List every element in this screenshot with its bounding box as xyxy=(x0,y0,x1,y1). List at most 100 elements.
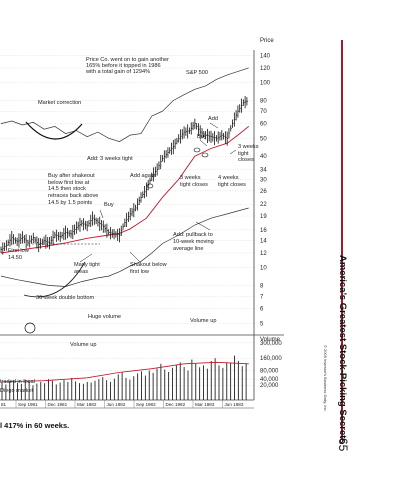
price-tick-label: 40 xyxy=(260,154,267,160)
annotation-label: Volume up xyxy=(70,342,96,348)
annotation-arrow xyxy=(229,149,237,155)
price-tick-label: 6 xyxy=(260,307,264,313)
price-tick-label: 100 xyxy=(260,81,271,87)
price-tick-label: 140 xyxy=(260,54,271,60)
annotation-label: 14.5 by 1.5 points xyxy=(48,200,92,206)
sp500-line xyxy=(0,67,249,142)
annotation-label: tight closes xyxy=(218,182,246,188)
annotation-arrow xyxy=(199,139,208,147)
annotation-label: 165% before it topped in 1986 xyxy=(86,63,161,69)
volume-tick-label: 40,000 xyxy=(260,377,279,383)
relative-strength-line xyxy=(0,207,249,287)
annotation-label: tight xyxy=(238,151,249,157)
price-tick-label: 80 xyxy=(260,99,267,105)
annotation-label: first low xyxy=(130,269,150,275)
date-label: Jun 1982 xyxy=(107,402,126,407)
annotation-arrow xyxy=(99,209,104,219)
marker-oval xyxy=(146,183,154,189)
annotation-label: 3 weeks xyxy=(180,175,201,181)
annotation-label: closes xyxy=(238,157,254,163)
page-rule xyxy=(341,40,343,440)
annotation-label: 10-week moving xyxy=(173,239,214,245)
page-number: 65 xyxy=(336,438,350,452)
price-tick-label: 14 xyxy=(260,239,267,245)
price-tick-label: 16 xyxy=(260,228,267,234)
price-tick-label: 26 xyxy=(260,189,267,195)
annotation-label: Huge volume xyxy=(88,314,121,320)
volume-axis-title: Volume xyxy=(260,337,281,343)
volume-average-line xyxy=(0,361,249,383)
date-label: Mar 1983 xyxy=(195,402,215,407)
price-tick-label: 10 xyxy=(260,266,267,272)
date-label: Jun 1983 xyxy=(225,402,244,407)
annotation-label: tight closes xyxy=(180,182,208,188)
price-tick-label: 120 xyxy=(260,66,271,72)
chart-decorations xyxy=(23,121,237,334)
annotation-label: Add xyxy=(208,116,218,122)
annotation-label: traded in local xyxy=(0,379,35,385)
date-label: Mar 1982 xyxy=(77,402,97,407)
annotation-label: First low xyxy=(8,248,30,254)
annotation-label: Many tight xyxy=(74,262,100,268)
annotation-label: retraces back above xyxy=(48,193,98,199)
volume-tick-label: 300,000 xyxy=(260,341,282,347)
price-axis-title: Price xyxy=(260,38,274,44)
annotation-label: Add: pullback to xyxy=(173,232,213,238)
date-label: Dec 1981 xyxy=(48,402,68,407)
annotation-label: S&P 500 xyxy=(186,70,208,76)
price-tick-label: 19 xyxy=(260,214,267,220)
price-tick-label: 5 xyxy=(260,321,264,327)
price-tick-label: 8 xyxy=(260,284,264,290)
annotation-label: Add: 3 weeks tight xyxy=(87,156,133,162)
marker-oval xyxy=(201,152,209,158)
price-tick-label: 22 xyxy=(260,202,267,208)
annotation-arrow xyxy=(79,253,93,263)
annotation-label: Add again xyxy=(130,173,155,179)
annotation-label: Volume up xyxy=(190,318,216,324)
price-tick-label: 7 xyxy=(260,294,264,300)
price-tick-label: 34 xyxy=(260,167,267,173)
axis-labels: 140 120 100 80 70 60 50 40 34 30 26 22 19 16 14 12 10 8 7 6… xyxy=(1,38,282,407)
market-correction-curve xyxy=(25,121,83,140)
annotation-label: Diego market xyxy=(0,388,34,394)
annotation-label: Buy after shakeout xyxy=(48,173,95,179)
annotation-label: Buy xyxy=(104,202,114,208)
annotation-label: average line xyxy=(173,246,203,252)
annotation-label: 36-week double bottom xyxy=(36,295,94,301)
annotation-label: with a total gain of 1294% xyxy=(85,69,150,75)
volume-tick-label: 80,000 xyxy=(260,368,279,374)
copyright-notice: © 2009 Investor's Business Daily, Inc. xyxy=(323,345,328,412)
annotation-label: Market correction xyxy=(38,100,81,106)
annotation-label: 14.5 then stock xyxy=(48,186,86,192)
annotation-label: 14.50 xyxy=(8,255,22,261)
annotation-label: Buy xyxy=(197,134,207,140)
date-label: Sep 1982 xyxy=(136,402,156,407)
price-tick-label: 70 xyxy=(260,109,267,115)
figure-caption: l 417% in 60 weeks. xyxy=(0,421,70,430)
date-label: Dec 1982 xyxy=(166,402,186,407)
price-bars xyxy=(0,95,249,255)
volume-bars xyxy=(1,355,247,400)
indicator-circle xyxy=(24,322,36,334)
annotation-label: below first low at xyxy=(48,180,90,186)
annotation-label: areas xyxy=(74,269,88,275)
moving-average-line xyxy=(0,126,249,254)
annotation-arrow xyxy=(209,122,219,129)
price-tick-label: 12 xyxy=(260,251,267,257)
price-tick-label: 30 xyxy=(260,177,267,183)
book-title: America’s Greatest Stock-Picking Secrets xyxy=(337,255,348,444)
date-label: 81 xyxy=(1,402,7,407)
annotation-label: 4 weeks xyxy=(218,175,239,181)
volume-tick-label: 20,000 xyxy=(260,383,279,389)
double-bottom-curve xyxy=(23,261,86,298)
annotation-arrow xyxy=(129,251,141,263)
chart-lines xyxy=(0,67,249,383)
annotation-label: Price Co. went on to gain another xyxy=(86,57,169,63)
marker-oval xyxy=(193,147,201,153)
volume-tick-label: 160,000 xyxy=(260,356,282,362)
price-tick-label: 50 xyxy=(260,136,267,142)
annotation-arrow xyxy=(195,221,211,231)
annotation-label: Shakout below xyxy=(130,262,168,268)
